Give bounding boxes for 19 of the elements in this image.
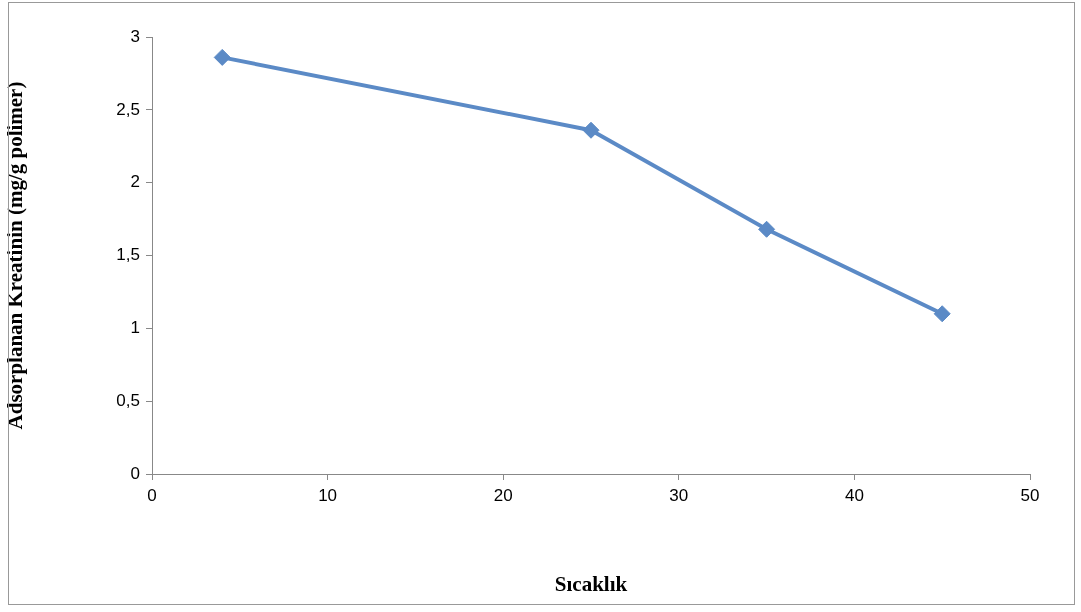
x-tick-label: 50 xyxy=(1020,485,1040,505)
y-tick-label: 0,5 xyxy=(116,390,140,410)
point xyxy=(582,121,600,139)
y-tick-label: 2,5 xyxy=(116,99,140,119)
y-axis-title: Adsorplanan Kreatinin (mg/g polimer) xyxy=(3,81,28,430)
y-tick-label: 1 xyxy=(130,318,140,338)
x-tick-label: 20 xyxy=(493,485,513,505)
y-tick-label: 2 xyxy=(130,172,140,192)
y-tick-label: 1,5 xyxy=(116,245,140,265)
point xyxy=(933,305,951,323)
y-tick-label: 3 xyxy=(130,26,140,46)
x-tick-label: 0 xyxy=(147,485,157,505)
x-axis-title: Sıcaklık xyxy=(554,571,628,596)
point xyxy=(213,48,231,66)
x-tick-label: 10 xyxy=(318,485,338,505)
point xyxy=(758,220,776,238)
x-tick-label: 30 xyxy=(669,485,689,505)
x-tick-label: 40 xyxy=(844,485,864,505)
y-tick-label: 0 xyxy=(130,463,140,483)
